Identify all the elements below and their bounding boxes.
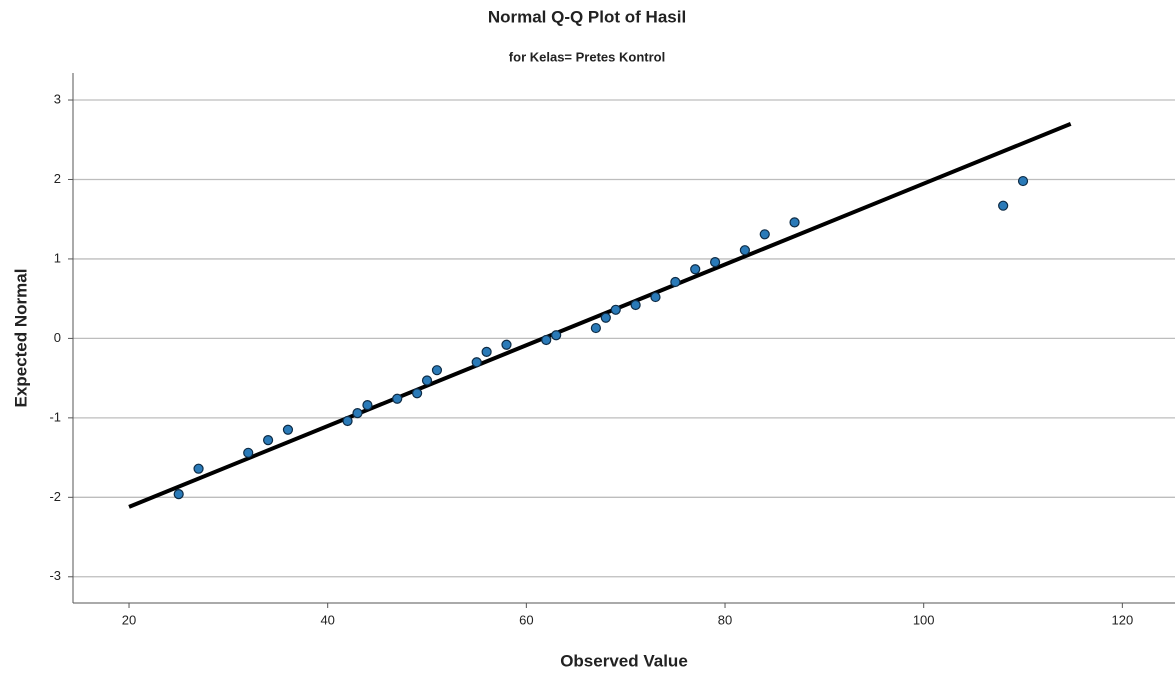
point [1017,175,1029,187]
point [551,330,562,341]
y-tick-label: 2 [54,171,61,186]
point [471,357,482,368]
x-tick-label: 20 [122,612,136,627]
point [173,489,184,500]
point [541,334,552,346]
point [501,339,512,350]
point [362,400,373,411]
y-tick-label: -2 [49,489,61,504]
x-tick-label: 100 [913,612,935,627]
point [352,407,363,419]
point [630,299,641,311]
chart-subtitle: for Kelas= Pretes Kontrol [509,49,665,64]
x-tick-label: 80 [718,612,732,627]
y-axis-label: Expected Normal [11,269,30,408]
point [759,229,770,240]
x-tick-label: 120 [1112,612,1134,627]
point [262,435,274,446]
y-tick-label: -3 [49,568,61,583]
point [431,365,443,376]
point [342,415,353,427]
point [411,388,423,399]
x-tick-label: 40 [320,612,334,627]
point [670,276,681,288]
point [600,312,611,323]
x-axis-label: Observed Value [560,651,688,670]
y-tick-label: 1 [54,250,61,265]
x-tick-label: 60 [519,612,533,627]
point [282,424,294,435]
point [481,346,492,358]
point [243,447,254,458]
point [610,304,621,315]
point [421,375,433,386]
y-tick-label: 0 [54,330,61,345]
point [690,264,701,275]
y-tick-label: 3 [54,91,61,106]
point [739,245,750,256]
point [590,322,601,334]
point [392,393,403,404]
reference-line [128,122,1072,509]
y-tick-label: -1 [49,409,61,424]
point [650,291,661,303]
chart-title: Normal Q-Q Plot of Hasil [488,7,686,26]
point [789,217,800,228]
point [998,200,1009,211]
point [193,463,204,474]
point [709,257,721,268]
